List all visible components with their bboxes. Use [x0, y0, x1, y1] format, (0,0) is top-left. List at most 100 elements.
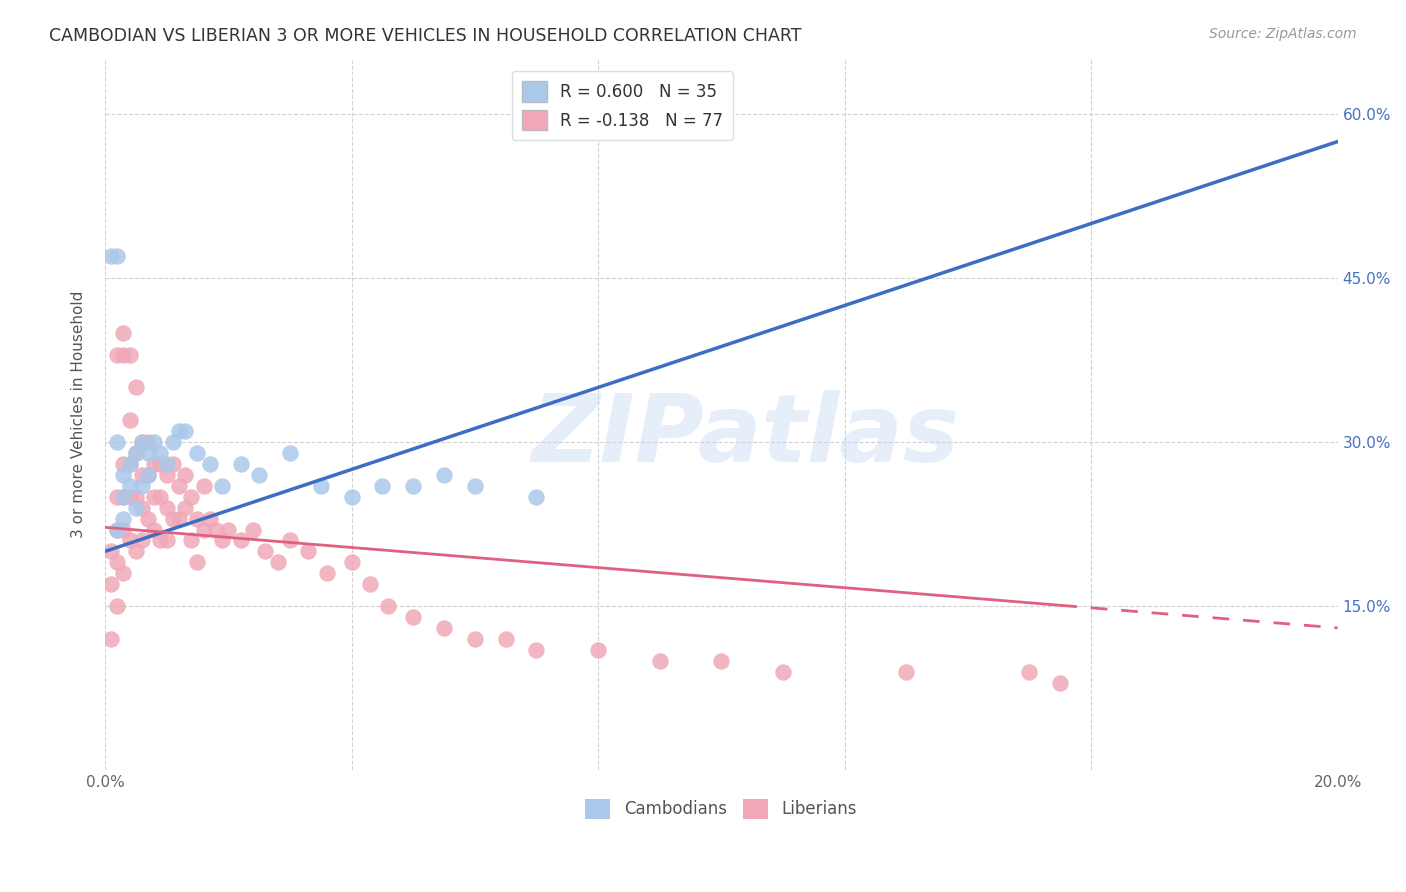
- Point: [242, 523, 264, 537]
- Point: [105, 490, 128, 504]
- Point: [131, 435, 153, 450]
- Point: [131, 500, 153, 515]
- Point: [136, 511, 159, 525]
- Point: [112, 326, 135, 340]
- Point: [143, 490, 166, 504]
- Point: [205, 523, 228, 537]
- Point: [402, 479, 425, 493]
- Legend: Cambodians, Liberians: Cambodians, Liberians: [579, 792, 863, 826]
- Point: [266, 555, 288, 569]
- Point: [167, 424, 190, 438]
- Point: [105, 523, 128, 537]
- Text: CAMBODIAN VS LIBERIAN 3 OR MORE VEHICLES IN HOUSEHOLD CORRELATION CHART: CAMBODIAN VS LIBERIAN 3 OR MORE VEHICLES…: [49, 27, 801, 45]
- Point: [217, 523, 239, 537]
- Point: [131, 467, 153, 482]
- Point: [100, 249, 122, 263]
- Point: [229, 457, 252, 471]
- Point: [100, 632, 122, 646]
- Point: [193, 479, 215, 493]
- Point: [125, 490, 148, 504]
- Text: ZIPatlas: ZIPatlas: [531, 390, 960, 482]
- Point: [180, 490, 202, 504]
- Point: [112, 457, 135, 471]
- Point: [772, 665, 794, 679]
- Point: [254, 544, 277, 558]
- Point: [340, 555, 363, 569]
- Point: [186, 555, 208, 569]
- Point: [1049, 675, 1071, 690]
- Point: [143, 435, 166, 450]
- Text: Source: ZipAtlas.com: Source: ZipAtlas.com: [1209, 27, 1357, 41]
- Point: [278, 446, 301, 460]
- Point: [125, 446, 148, 460]
- Point: [118, 457, 141, 471]
- Point: [229, 533, 252, 548]
- Point: [105, 348, 128, 362]
- Point: [118, 348, 141, 362]
- Point: [710, 654, 733, 668]
- Point: [896, 665, 918, 679]
- Point: [125, 446, 148, 460]
- Point: [125, 544, 148, 558]
- Point: [156, 533, 179, 548]
- Point: [174, 424, 197, 438]
- Point: [526, 490, 548, 504]
- Point: [131, 533, 153, 548]
- Point: [186, 446, 208, 460]
- Point: [105, 435, 128, 450]
- Point: [136, 446, 159, 460]
- Point: [371, 479, 394, 493]
- Point: [136, 435, 159, 450]
- Point: [118, 533, 141, 548]
- Point: [186, 511, 208, 525]
- Point: [464, 479, 486, 493]
- Point: [118, 490, 141, 504]
- Point: [359, 577, 381, 591]
- Point: [495, 632, 517, 646]
- Point: [156, 500, 179, 515]
- Point: [526, 642, 548, 657]
- Point: [162, 435, 184, 450]
- Point: [149, 446, 172, 460]
- Point: [315, 566, 337, 581]
- Point: [464, 632, 486, 646]
- Point: [112, 566, 135, 581]
- Point: [131, 479, 153, 493]
- Point: [100, 577, 122, 591]
- Point: [112, 348, 135, 362]
- Point: [1018, 665, 1040, 679]
- Point: [112, 523, 135, 537]
- Point: [402, 610, 425, 624]
- Point: [143, 457, 166, 471]
- Point: [105, 555, 128, 569]
- Point: [433, 621, 456, 635]
- Point: [136, 467, 159, 482]
- Point: [340, 490, 363, 504]
- Point: [100, 544, 122, 558]
- Point: [193, 523, 215, 537]
- Point: [377, 599, 399, 613]
- Point: [112, 490, 135, 504]
- Point: [105, 523, 128, 537]
- Point: [586, 642, 609, 657]
- Point: [118, 479, 141, 493]
- Point: [125, 500, 148, 515]
- Point: [131, 435, 153, 450]
- Point: [118, 413, 141, 427]
- Point: [309, 479, 332, 493]
- Point: [125, 380, 148, 394]
- Point: [112, 511, 135, 525]
- Point: [648, 107, 671, 121]
- Point: [297, 544, 319, 558]
- Point: [156, 457, 179, 471]
- Point: [143, 523, 166, 537]
- Point: [167, 511, 190, 525]
- Point: [118, 457, 141, 471]
- Point: [149, 533, 172, 548]
- Point: [156, 467, 179, 482]
- Point: [112, 467, 135, 482]
- Point: [198, 457, 221, 471]
- Point: [162, 511, 184, 525]
- Point: [149, 490, 172, 504]
- Point: [167, 479, 190, 493]
